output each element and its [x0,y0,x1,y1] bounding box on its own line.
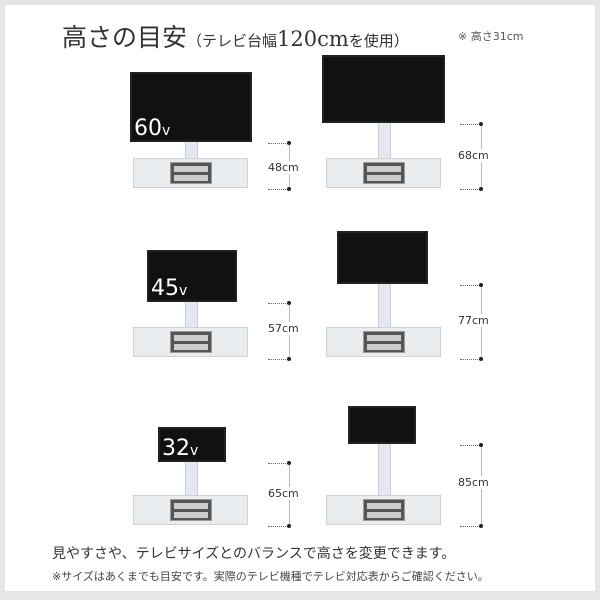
dimension-dot [479,283,483,287]
height-label: 65cm [268,487,299,500]
dimension-dot [287,461,291,465]
height-label: 85cm [458,476,489,489]
height-label: 57cm [268,322,299,335]
dimension-dot [479,524,483,528]
tv-stand [133,327,248,357]
tv-screen: 45v [147,250,237,302]
tv-stand [326,495,441,525]
tv-screen [337,231,428,284]
dimension-guide [268,463,288,464]
dimension-dot [479,357,483,361]
tv-stand [326,327,441,357]
tv-stand [133,158,248,188]
caption: 見やすさや、テレビサイズとのバランスで高さを変更できます。 [52,546,456,562]
stand-pole [378,284,391,327]
tv-size-label: 60v [134,116,171,141]
dimension-dot [287,141,291,145]
tv-stand [133,495,248,525]
dimension-dot [479,187,483,191]
dimension-guide [460,359,480,360]
tv-screen [322,55,445,123]
stand-pole [185,142,198,158]
dimension-dot [479,443,483,447]
dimension-dot [287,301,291,305]
dimension-guide [460,445,480,446]
frame [5,5,595,591]
stand-pole [185,302,198,327]
tv-size-label: 32v [162,436,199,461]
dimension-guide [268,526,288,527]
tv-stand [326,158,441,188]
height-label: 77cm [458,314,489,327]
dimension-guide [460,285,480,286]
tv-size-label: 45v [151,276,188,301]
dimension-guide [460,124,480,125]
height-label: 48cm [268,161,299,174]
dimension-guide [268,359,288,360]
page-title: 高さの目安（テレビ台幅120cmを使用） [62,23,409,52]
height-label: 68cm [458,149,489,162]
dimension-guide [268,143,288,144]
dimension-dot [287,357,291,361]
dimension-dot [287,524,291,528]
dimension-guide [460,526,480,527]
stand-pole [185,462,198,495]
height-note: ※ 高さ31cm [458,30,524,43]
dimension-guide [460,189,480,190]
dimension-dot [479,122,483,126]
dimension-guide [268,303,288,304]
disclaimer: ※サイズはあくまでも目安です。実際のテレビ機種でテレビ対応表からご確認ください。 [52,570,489,583]
tv-screen: 32v [158,427,226,462]
stand-pole [378,444,391,495]
dimension-guide [268,189,288,190]
tv-screen: 60v [130,72,252,142]
tv-screen [348,406,416,444]
dimension-dot [287,187,291,191]
stand-pole [378,123,391,158]
